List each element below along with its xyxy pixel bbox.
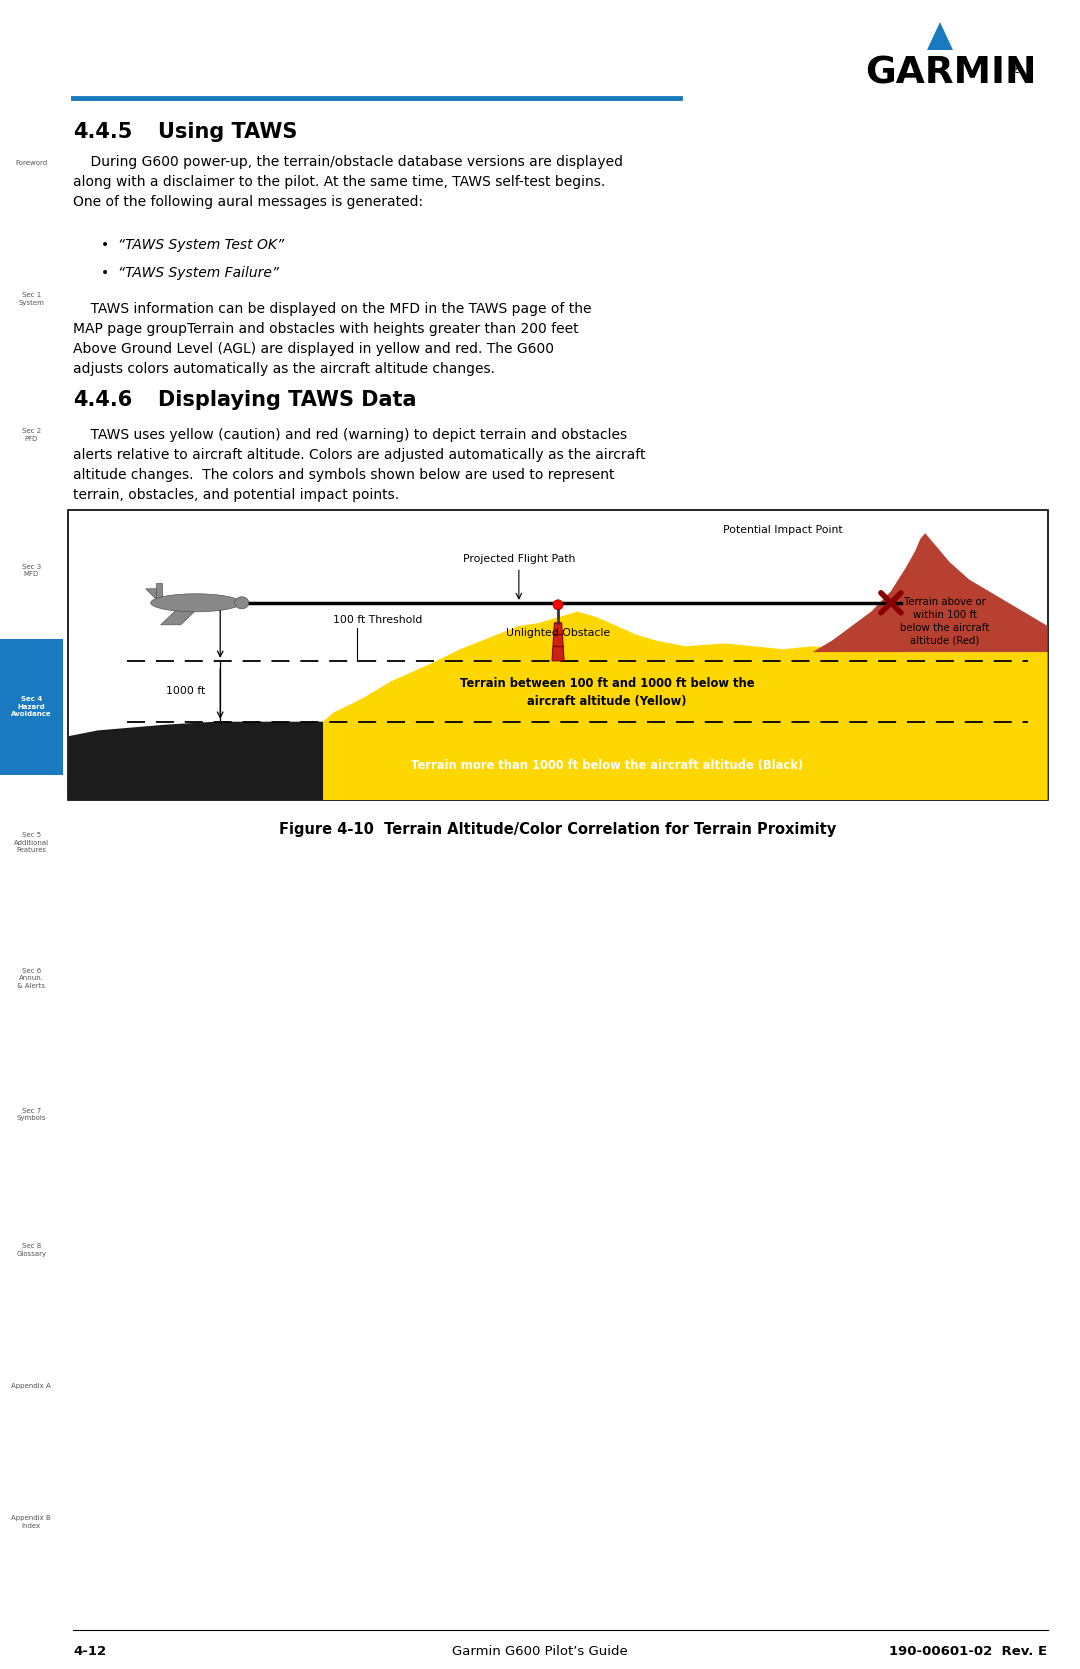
Text: During G600 power-up, the terrain/obstacle database versions are displayed
along: During G600 power-up, the terrain/obstac… [73,155,623,209]
Polygon shape [812,532,1048,653]
Text: Appendix A: Appendix A [12,1384,51,1389]
Ellipse shape [234,598,248,609]
Polygon shape [323,611,1048,799]
Text: Foreword: Foreword [15,160,48,165]
Text: Displaying TAWS Data: Displaying TAWS Data [159,391,417,411]
Polygon shape [156,582,162,601]
Text: Terrain more than 1000 ft below the aircraft altitude (Black): Terrain more than 1000 ft below the airc… [410,759,804,771]
Text: 4.4.6: 4.4.6 [73,391,133,411]
Polygon shape [146,589,165,601]
Polygon shape [927,22,953,50]
Text: 1000 ft: 1000 ft [166,686,205,696]
Text: TAWS uses yellow (caution) and red (warning) to depict terrain and obstacles
ale: TAWS uses yellow (caution) and red (warn… [73,427,646,502]
Text: Sec 4
Hazard
Avoidance: Sec 4 Hazard Avoidance [11,696,52,718]
Text: TAWS information can be displayed on the MFD in the TAWS page of the
MAP page gr: TAWS information can be displayed on the… [73,302,592,376]
Text: 100 ft Threshold: 100 ft Threshold [333,616,422,626]
Text: Unlighted Obstacle: Unlighted Obstacle [505,628,610,638]
Polygon shape [68,511,1048,799]
Text: ®: ® [1010,63,1023,77]
Polygon shape [0,639,63,774]
Ellipse shape [151,594,241,613]
Text: Appendix B
Index: Appendix B Index [12,1515,51,1529]
Text: GARMIN: GARMIN [865,57,1037,92]
Text: Sec 5
Additional
Features: Sec 5 Additional Features [14,833,49,853]
Polygon shape [161,601,205,624]
Text: Sec 6
Annun.
& Alerts: Sec 6 Annun. & Alerts [17,968,45,990]
Text: •  “TAWS System Test OK”: • “TAWS System Test OK” [102,239,285,252]
Text: Sec 3
MFD: Sec 3 MFD [22,564,41,577]
Text: 4-12: 4-12 [73,1646,107,1657]
Text: Potential Impact Point: Potential Impact Point [724,524,843,534]
Text: Sec 1
System: Sec 1 System [18,292,44,305]
Text: Sec 8
Glossary: Sec 8 Glossary [16,1243,46,1257]
Text: 4.4.5: 4.4.5 [73,122,133,142]
Text: Projected Flight Path: Projected Flight Path [462,554,575,564]
Text: Using TAWS: Using TAWS [159,122,298,142]
Text: Terrain between 100 ft and 1000 ft below the
aircraft altitude (Yellow): Terrain between 100 ft and 1000 ft below… [460,678,754,708]
Text: Terrain above or
within 100 ft
below the aircraft
altitude (Red): Terrain above or within 100 ft below the… [900,598,989,646]
Polygon shape [68,721,1048,799]
Text: 190-00601-02  Rev. E: 190-00601-02 Rev. E [890,1646,1048,1657]
Text: Sec 2
PFD: Sec 2 PFD [22,427,41,442]
Polygon shape [552,623,564,661]
Text: Garmin G600 Pilot’s Guide: Garmin G600 Pilot’s Guide [453,1646,627,1657]
Text: Sec 7
Symbols: Sec 7 Symbols [16,1108,46,1122]
Text: •  “TAWS System Failure”: • “TAWS System Failure” [102,265,280,280]
Text: Figure 4-10  Terrain Altitude/Color Correlation for Terrain Proximity: Figure 4-10 Terrain Altitude/Color Corre… [280,823,837,836]
Circle shape [553,599,563,609]
